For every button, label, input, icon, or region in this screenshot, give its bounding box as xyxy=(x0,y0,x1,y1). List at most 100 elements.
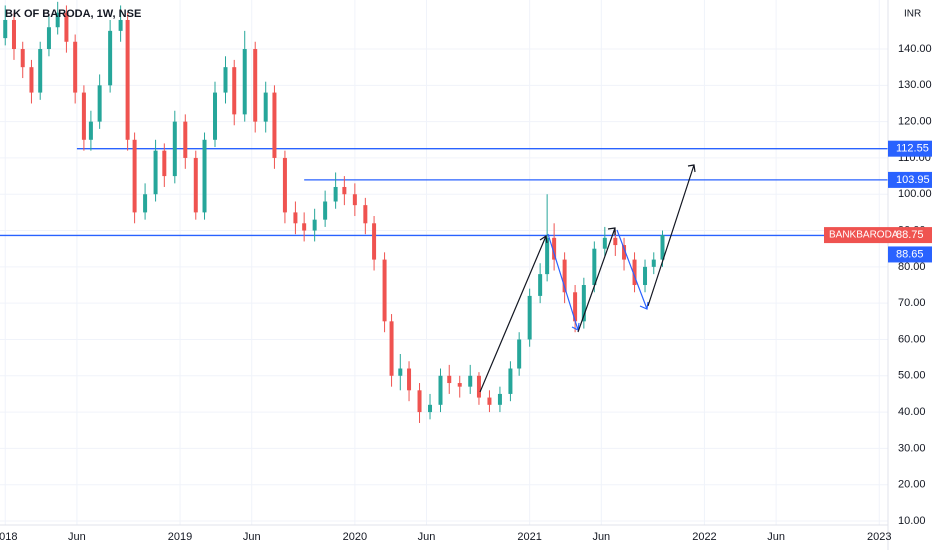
candle-body xyxy=(476,375,481,398)
candle-body xyxy=(372,223,377,260)
candle-body xyxy=(651,259,656,267)
x-tick-label: 2020 xyxy=(343,531,367,543)
candle-body xyxy=(487,397,492,405)
x-tick-label: Jun xyxy=(243,531,261,543)
candle-body xyxy=(342,186,347,195)
x-tick-label: 2022 xyxy=(692,531,716,543)
candle-body xyxy=(20,49,25,68)
candle-body xyxy=(602,237,607,249)
candle-body xyxy=(11,19,16,50)
candle-body xyxy=(613,237,618,246)
candle-body xyxy=(538,274,543,296)
candle-body xyxy=(592,248,597,286)
candle-body xyxy=(172,121,177,177)
candle-body xyxy=(242,49,247,115)
x-tick-label: 2023 xyxy=(867,531,891,543)
y-tick-label: 30.00 xyxy=(898,442,926,454)
candle-body xyxy=(118,19,123,31)
candle-body xyxy=(293,212,298,224)
candle-body xyxy=(438,375,443,405)
candle-body xyxy=(527,295,532,340)
candle-body xyxy=(132,139,137,213)
candle-body xyxy=(202,139,207,213)
candle-body xyxy=(3,19,8,39)
price-tag xyxy=(824,227,932,244)
candle-body xyxy=(143,194,148,213)
candle-body xyxy=(643,266,648,286)
candle-body xyxy=(363,205,368,224)
candle-body xyxy=(660,235,665,260)
candle-body xyxy=(153,150,158,195)
currency: INR xyxy=(904,9,921,20)
level-tag xyxy=(888,246,932,263)
candle-body xyxy=(213,92,218,140)
candle-body xyxy=(632,259,637,286)
y-tick-label: 140.00 xyxy=(898,43,932,55)
trend-arrow xyxy=(547,233,580,331)
candle-body xyxy=(581,285,586,322)
x-tick-label: Jun xyxy=(68,531,86,543)
x-tick-label: Jun xyxy=(418,531,436,543)
x-tick-label: 2018 xyxy=(0,531,17,543)
y-tick-label: 100.00 xyxy=(898,188,932,200)
candle-body xyxy=(302,223,307,231)
y-tick-label: 130.00 xyxy=(898,79,932,91)
level-label: 88.65 xyxy=(896,248,924,260)
trend-arrow xyxy=(647,164,696,307)
candle-body xyxy=(282,157,287,213)
candle-body xyxy=(108,30,113,86)
candle-body xyxy=(55,12,60,28)
candle-body xyxy=(272,92,277,158)
candle-body xyxy=(517,339,522,369)
candle-body xyxy=(46,27,51,50)
symbol-label: BANKBARODA xyxy=(829,230,899,241)
chart-title: BK OF BARODA, 1W, NSE xyxy=(5,8,141,20)
price-label: 88.75 xyxy=(896,229,924,241)
candle-body xyxy=(193,157,198,213)
trend-arrow xyxy=(616,229,649,310)
drawings xyxy=(479,164,696,393)
level-label: 112.55 xyxy=(896,143,929,155)
candle-body xyxy=(73,41,78,93)
level-tag xyxy=(888,171,932,188)
candle-body xyxy=(552,237,557,260)
candle-body xyxy=(29,67,34,93)
trend-arrow xyxy=(479,234,548,393)
candle-body xyxy=(312,219,317,231)
candle-body xyxy=(223,67,228,93)
candle-body xyxy=(497,393,502,405)
candle-body xyxy=(183,121,188,158)
candle-body xyxy=(389,321,394,376)
candle-body xyxy=(382,259,387,322)
x-tick-label: Jun xyxy=(767,531,785,543)
x-tick-label: 2021 xyxy=(517,531,541,543)
candle-body xyxy=(323,201,328,220)
candle-body xyxy=(125,19,130,140)
candle-body xyxy=(468,375,473,387)
candle-body xyxy=(97,85,102,122)
y-tick-label: 70.00 xyxy=(898,297,926,309)
candle-body xyxy=(562,259,567,293)
candle-body xyxy=(38,49,43,93)
candle-body xyxy=(263,92,268,122)
candle-body xyxy=(545,237,550,275)
y-tick-label: 120.00 xyxy=(898,116,932,128)
candle-body xyxy=(417,390,422,413)
y-tick-label: 10.00 xyxy=(898,515,926,527)
candle-body xyxy=(447,375,452,384)
candle-body xyxy=(81,92,86,140)
y-tick-label: 80.00 xyxy=(898,261,926,273)
x-tick-label: Jun xyxy=(592,531,610,543)
trend-arrow xyxy=(577,227,616,333)
level-label: 103.95 xyxy=(896,174,930,186)
grid xyxy=(0,0,888,525)
candle-body xyxy=(352,194,357,206)
candle-body xyxy=(162,150,167,177)
candle-body xyxy=(88,121,93,140)
y-tick-label: 60.00 xyxy=(898,333,926,345)
candle-body xyxy=(508,368,513,394)
candle-body xyxy=(407,368,412,391)
candle-body xyxy=(253,49,258,122)
